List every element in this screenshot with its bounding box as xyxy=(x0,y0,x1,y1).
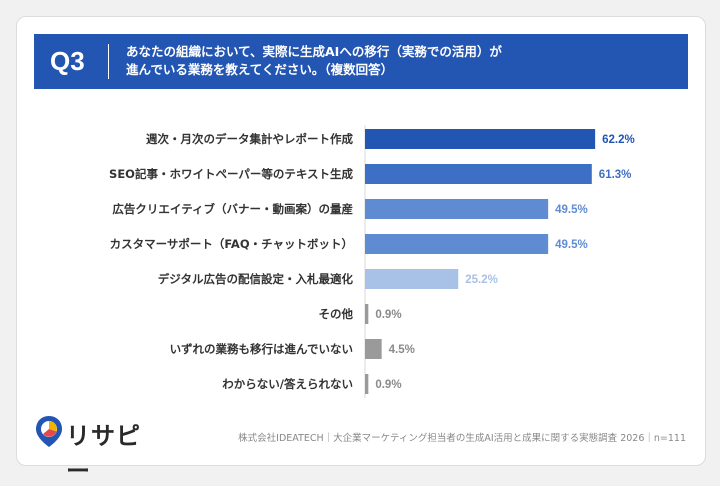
value-label: 49.5% xyxy=(555,239,588,251)
category-label: わからない/答えられない xyxy=(222,377,353,391)
category-label: 広告クリエイティブ（バナー・動画案）の量産 xyxy=(112,202,353,216)
value-label: 61.3% xyxy=(599,169,632,181)
question-line-2: 進んでいる業務を教えてください。（複数回答） xyxy=(126,62,394,77)
question-number: Q3 xyxy=(50,46,85,76)
category-label: SEO記事・ホワイトペーパー等のテキスト生成 xyxy=(109,167,353,181)
bar xyxy=(365,304,369,324)
risapy-logo: リサピー xyxy=(34,412,144,485)
question-text: あなたの組織において、実際に生成AIへの移行（実務での活用）が 進んでいる業務を… xyxy=(126,43,666,79)
value-label: 4.5% xyxy=(389,344,415,356)
question-header: Q3 あなたの組織において、実際に生成AIへの移行（実務での活用）が 進んでいる… xyxy=(34,34,688,89)
category-label: 週次・月次のデータ集計やレポート作成 xyxy=(146,132,353,146)
header-divider xyxy=(108,44,109,79)
value-label: 25.2% xyxy=(465,274,498,286)
value-label: 49.5% xyxy=(555,204,588,216)
value-label: 0.9% xyxy=(375,379,401,391)
logo-text: リサピー xyxy=(66,422,141,485)
bar xyxy=(365,199,549,219)
bar xyxy=(365,164,592,184)
bar xyxy=(365,374,369,394)
bar xyxy=(365,234,549,254)
bar xyxy=(365,339,382,359)
logo-pin-icon xyxy=(36,416,62,447)
category-label: カスタマーサポート（FAQ・チャットボット） xyxy=(110,237,353,251)
footer-note: 株式会社IDEATECH｜大企業マーケティング担当者の生成AI活用と成果に関する… xyxy=(238,433,686,444)
value-label: 62.2% xyxy=(602,134,635,146)
card-background xyxy=(16,16,706,466)
bar xyxy=(365,269,459,289)
question-line-1: あなたの組織において、実際に生成AIへの移行（実務での活用）が xyxy=(126,44,502,59)
category-label: いずれの業務も移行は進んでいない xyxy=(170,342,353,356)
bar xyxy=(365,129,596,149)
value-label: 0.9% xyxy=(375,309,401,321)
category-label: その他 xyxy=(319,307,354,321)
category-label: デジタル広告の配信設定・入札最適化 xyxy=(158,272,354,286)
